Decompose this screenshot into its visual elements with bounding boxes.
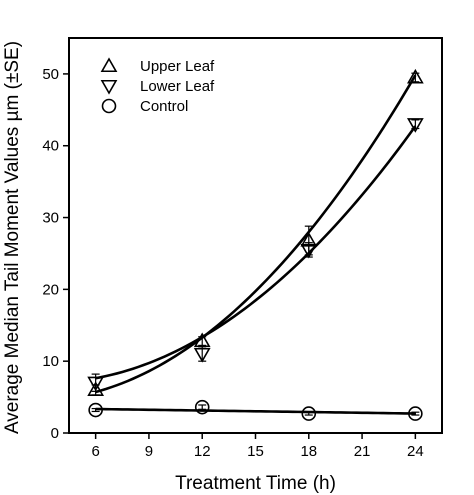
data-point-circle [408, 406, 423, 421]
data-point-circle [88, 402, 103, 418]
y-axis: 0 10 20 30 40 50 [42, 66, 69, 442]
x-axis-title: Treatment Time (h) [175, 473, 336, 494]
x-tick-label: 18 [300, 443, 317, 460]
data-point-circle [301, 406, 317, 421]
plot-frame [68, 37, 443, 434]
plot-border [68, 37, 443, 434]
y-tick-label: 10 [42, 353, 59, 370]
x-axis: 6 9 12 15 18 21 24 [91, 433, 424, 460]
fit-curve-triangle-down [95, 125, 417, 380]
data-point-triangle-up [87, 381, 105, 396]
y-tick-label: 20 [42, 281, 59, 298]
x-tick-label: 12 [194, 443, 211, 460]
legend-label: Lower Leaf [140, 78, 215, 95]
legend-symbol-triangle-down [100, 79, 118, 95]
x-tick-label: 9 [145, 443, 153, 460]
data-point-triangle-up [406, 68, 424, 84]
y-axis-title: Average Median Tail Moment Values µm (±S… [2, 41, 23, 434]
legend-label: Control [140, 98, 188, 115]
legend-symbol-triangle-up [100, 57, 118, 73]
x-tick-label: 6 [91, 443, 99, 460]
y-tick-label: 40 [42, 138, 59, 155]
data-point-circle [194, 399, 210, 415]
legend: Upper Leaf Lower Leaf Control [100, 57, 215, 115]
data-point-triangle-down [193, 347, 211, 363]
legend-label: Upper Leaf [140, 58, 215, 75]
x-tick-label: 15 [247, 443, 264, 460]
error-bars [91, 72, 420, 416]
legend-symbol-circle [101, 98, 117, 114]
data-point-triangle-down [300, 243, 318, 259]
data-markers [87, 68, 424, 421]
data-point-triangle-up [193, 332, 211, 348]
y-tick-label: 50 [42, 66, 59, 83]
data-point-triangle-up [300, 231, 318, 247]
fit-curves [95, 74, 417, 415]
fit-curve-circle [95, 407, 416, 415]
data-point-triangle-down [87, 376, 105, 392]
fit-curve-triangle-up [95, 74, 417, 394]
x-tick-label: 21 [354, 443, 371, 460]
data-point-triangle-down [406, 118, 424, 133]
x-tick-label: 24 [407, 443, 424, 460]
y-tick-label: 0 [51, 425, 59, 442]
y-tick-label: 30 [42, 210, 59, 227]
